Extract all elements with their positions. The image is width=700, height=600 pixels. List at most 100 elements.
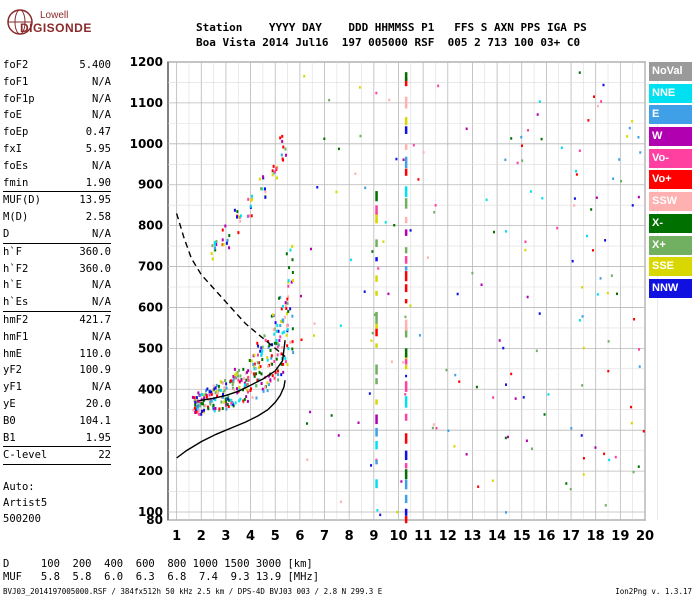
echo-point xyxy=(243,397,246,401)
noise-echo-point xyxy=(382,240,385,243)
echo-point xyxy=(247,369,250,373)
interference-echo xyxy=(404,450,408,461)
noise-echo-point xyxy=(628,126,631,130)
x-tick-label: 5 xyxy=(271,529,280,544)
x-tick-label: 10 xyxy=(389,529,407,544)
echo-point xyxy=(272,328,275,332)
echo-point xyxy=(271,343,274,347)
echo-point xyxy=(275,357,278,361)
noise-echo-point xyxy=(300,338,303,342)
x-tick-label: 9 xyxy=(369,529,378,544)
noise-echo-point xyxy=(354,172,357,175)
echo-point xyxy=(268,344,271,348)
echo-point xyxy=(269,378,272,382)
echo-point xyxy=(194,410,197,414)
param-key: hmE xyxy=(3,347,22,360)
noise-echo-point xyxy=(404,315,407,319)
echo-point xyxy=(212,384,215,388)
echo-point xyxy=(236,391,239,395)
param-value: 110.0 xyxy=(79,347,111,360)
y-tick-label: 800 xyxy=(138,219,163,233)
param-value: 360.0 xyxy=(79,245,111,258)
noise-echo-point xyxy=(417,178,420,181)
noise-echo-point xyxy=(504,383,507,386)
interference-echo xyxy=(375,239,378,247)
interference-echo xyxy=(375,191,378,202)
echo-point xyxy=(274,321,277,325)
echo-point xyxy=(205,395,208,399)
x-tick-label: 16 xyxy=(537,529,555,544)
noise-echo-point xyxy=(516,161,519,165)
echo-point xyxy=(225,407,228,411)
param-row: D N/A xyxy=(3,226,111,243)
echo-point xyxy=(276,353,279,357)
noise-echo-point xyxy=(522,396,525,399)
interference-echo xyxy=(404,256,408,264)
interference-echo xyxy=(404,77,408,87)
interference-echo xyxy=(375,427,378,437)
noise-echo-point xyxy=(595,196,598,199)
echo-point xyxy=(203,408,206,412)
echo-point xyxy=(197,391,200,395)
noise-echo-point xyxy=(492,396,495,399)
noise-echo-point xyxy=(453,445,456,448)
interference-echo xyxy=(404,299,408,304)
echo-point xyxy=(283,315,286,319)
noise-echo-point xyxy=(373,313,376,316)
noise-echo-point xyxy=(600,100,603,103)
echo-point xyxy=(236,370,239,374)
echo-point xyxy=(285,333,288,337)
echo-point xyxy=(233,367,236,371)
interference-echo xyxy=(375,441,378,450)
noise-echo-point xyxy=(506,435,509,439)
noise-echo-point xyxy=(299,294,302,298)
x-tick-label: 1 xyxy=(172,529,181,544)
echo-point xyxy=(260,346,263,350)
param-value: 20.0 xyxy=(85,397,111,410)
echo-point xyxy=(270,356,273,360)
param-key: yF1 xyxy=(3,381,22,394)
noise-echo-point xyxy=(384,221,387,224)
globe-logo-icon xyxy=(7,9,33,35)
param-row: B1 1.95 xyxy=(3,430,111,447)
echo-point xyxy=(280,352,283,356)
noise-echo-point xyxy=(525,439,528,443)
y-tick-label: 200 xyxy=(138,464,163,478)
param-row: foEs N/A xyxy=(3,158,111,175)
echo-point xyxy=(252,364,255,368)
param-row: foF2 5.400 xyxy=(3,57,111,74)
echo-point xyxy=(258,370,261,374)
echo-point xyxy=(276,324,279,328)
noise-echo-point xyxy=(390,360,393,364)
echo-point xyxy=(284,356,287,360)
echo-point xyxy=(204,389,207,393)
echo-point xyxy=(244,371,247,375)
echo-point xyxy=(215,389,218,393)
echo-point xyxy=(212,407,215,411)
echo-point xyxy=(195,410,198,414)
noise-echo-point xyxy=(437,84,440,88)
software-version: Ion2Png v. 1.3.17 xyxy=(615,587,692,596)
echo-point xyxy=(233,208,236,212)
echo-point xyxy=(247,197,250,201)
echo-point xyxy=(200,412,203,416)
echo-point xyxy=(271,374,274,378)
legend-item: SSW xyxy=(649,192,692,212)
auto-label: Auto: xyxy=(3,481,35,493)
noise-echo-point xyxy=(323,137,326,141)
y-tick-label: 300 xyxy=(138,423,163,437)
noise-echo-point xyxy=(607,369,610,373)
echo-point xyxy=(263,334,266,338)
noise-echo-point xyxy=(363,290,366,293)
echo-point xyxy=(197,404,200,408)
param-key: B1 xyxy=(3,431,16,444)
interference-echo xyxy=(375,211,378,223)
echo-point xyxy=(232,404,235,408)
interference-echo xyxy=(375,328,378,337)
echo-point xyxy=(287,295,290,299)
noise-echo-point xyxy=(520,135,523,139)
noise-echo-point xyxy=(330,414,333,417)
echo-point xyxy=(247,378,250,382)
noise-echo-point xyxy=(608,458,611,462)
